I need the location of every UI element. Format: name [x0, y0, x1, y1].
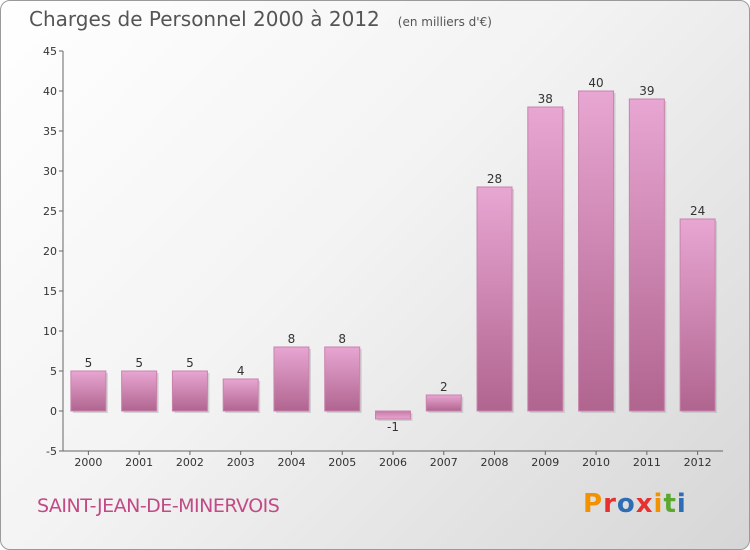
chart-title: Charges de Personnel 2000 à 2012 (en mill… — [29, 7, 492, 31]
bar-rect — [375, 410, 411, 420]
logo-letter: x — [635, 489, 654, 519]
bar — [375, 410, 413, 421]
x-tick-label: 2002 — [176, 456, 204, 469]
chart-title-text: Charges de Personnel 2000 à 2012 — [29, 7, 380, 31]
bar-rect — [171, 370, 208, 412]
y-tick-label: 45 — [43, 45, 57, 58]
x-tick-label: 2001 — [125, 456, 153, 469]
x-tick-label: 2004 — [277, 456, 305, 469]
bar — [222, 378, 261, 413]
bar-rect — [70, 370, 107, 412]
y-tick-label: 25 — [43, 205, 57, 218]
y-tick-label: 5 — [50, 365, 57, 378]
y-tick-label: 30 — [43, 165, 57, 178]
data-label: 28 — [487, 172, 502, 186]
bar-rect — [324, 346, 361, 412]
bar — [425, 394, 464, 413]
data-label: 5 — [135, 356, 143, 370]
bar — [476, 186, 515, 413]
bar — [679, 218, 718, 413]
bar — [70, 370, 108, 413]
bar — [324, 346, 362, 413]
x-tick-label: 2003 — [227, 456, 255, 469]
bar-rect — [273, 346, 310, 412]
x-tick-label: 2009 — [531, 456, 559, 469]
x-tick-label: 2006 — [379, 456, 407, 469]
x-tick-label: 2010 — [582, 456, 610, 469]
data-label: 24 — [690, 204, 705, 218]
bar-rect — [527, 106, 564, 412]
bar-rect — [425, 394, 462, 412]
y-tick-label: -5 — [46, 445, 57, 458]
data-label: 38 — [538, 92, 553, 106]
logo-letter: i — [653, 489, 664, 519]
bar — [121, 370, 159, 413]
commune-name: SAINT-JEAN-DE-MINERVOIS — [37, 495, 280, 517]
bar-rect — [578, 90, 615, 412]
y-tick-label: 40 — [43, 85, 57, 98]
bar — [628, 98, 667, 413]
bar — [273, 346, 311, 413]
y-tick-label: 20 — [43, 245, 57, 258]
y-tick-label: 15 — [43, 285, 57, 298]
logo-letter: o — [616, 489, 636, 519]
x-tick-label: 2005 — [328, 456, 356, 469]
bar — [171, 370, 210, 413]
x-tick-label: 2012 — [684, 456, 712, 469]
logo-letter: t — [663, 489, 677, 519]
data-label: 5 — [186, 356, 194, 370]
bar-rect — [121, 370, 158, 412]
bar — [527, 106, 565, 413]
data-label: -1 — [387, 420, 399, 434]
data-label: 4 — [237, 364, 245, 378]
chart-subtitle: (en milliers d'€) — [397, 15, 492, 29]
data-label: 39 — [639, 84, 654, 98]
x-tick-label: 2007 — [430, 456, 458, 469]
data-label: 8 — [288, 332, 296, 346]
data-label: 8 — [338, 332, 346, 346]
bar-rect — [628, 98, 665, 412]
bar-rect — [679, 218, 716, 412]
bar-rect — [222, 378, 259, 412]
y-tick-label: 35 — [43, 125, 57, 138]
proxiti-logo: Proxiti — [583, 489, 687, 519]
data-label: 40 — [588, 76, 603, 90]
logo-letter: r — [603, 489, 617, 519]
x-tick-label: 2011 — [633, 456, 661, 469]
logo-letter: i — [676, 489, 687, 519]
data-label: 2 — [440, 380, 448, 394]
y-tick-label: 10 — [43, 325, 57, 338]
bar-rect — [476, 186, 513, 412]
y-tick-label: 0 — [50, 405, 57, 418]
x-tick-label: 2008 — [481, 456, 509, 469]
data-label: 5 — [85, 356, 93, 370]
x-tick-label: 2000 — [74, 456, 102, 469]
logo-letter: P — [583, 489, 604, 519]
bar — [578, 90, 616, 413]
